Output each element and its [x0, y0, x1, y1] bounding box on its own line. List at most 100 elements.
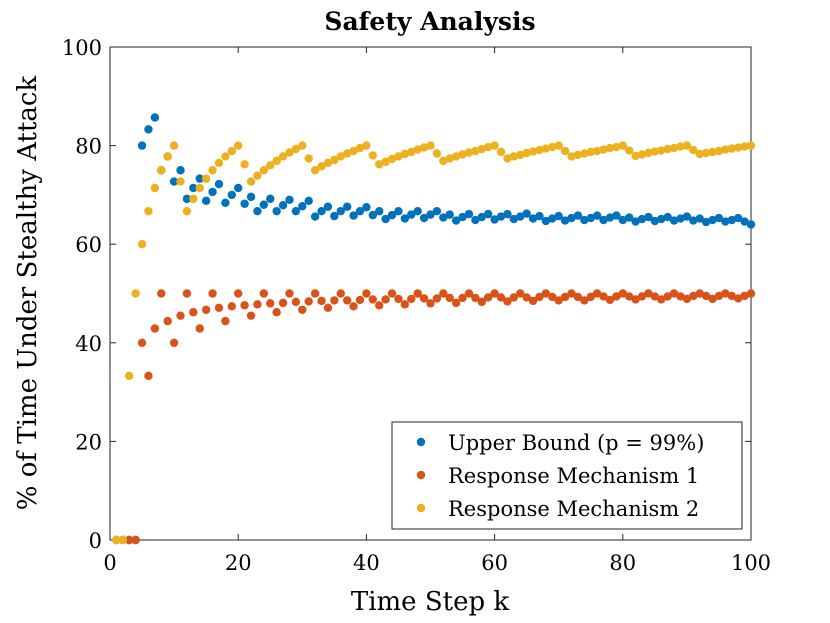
point-upper-bound-p-99 [516, 212, 525, 221]
point-response-mechanism-2 [246, 177, 256, 186]
point-response-mechanism-1 [330, 296, 339, 305]
point-upper-bound-p-99 [490, 215, 499, 224]
point-response-mechanism-2 [323, 158, 333, 168]
point-response-mechanism-2 [490, 141, 499, 150]
point-response-mechanism-2 [195, 183, 204, 193]
point-response-mechanism-2 [285, 148, 294, 157]
x-tick-label: 80 [609, 551, 636, 575]
point-response-mechanism-1 [701, 291, 711, 301]
point-response-mechanism-2 [368, 151, 378, 160]
point-response-mechanism-2 [618, 141, 627, 150]
point-response-mechanism-2 [118, 535, 128, 545]
legend-marker [416, 470, 426, 480]
point-response-mechanism-1 [368, 295, 378, 304]
point-response-mechanism-1 [355, 295, 365, 305]
point-response-mechanism-1 [458, 293, 467, 303]
point-response-mechanism-2 [733, 143, 743, 152]
point-response-mechanism-2 [201, 174, 211, 183]
point-response-mechanism-1 [131, 535, 140, 545]
x-tick-label: 100 [731, 551, 771, 575]
point-response-mechanism-2 [451, 152, 461, 161]
point-response-mechanism-2 [746, 141, 756, 150]
point-upper-bound-p-99 [503, 209, 512, 219]
point-response-mechanism-1 [144, 371, 153, 381]
point-response-mechanism-2 [413, 145, 422, 154]
point-response-mechanism-1 [285, 289, 294, 298]
point-upper-bound-p-99 [144, 125, 153, 134]
point-upper-bound-p-99 [676, 214, 685, 223]
point-response-mechanism-1 [496, 293, 506, 302]
point-response-mechanism-2 [182, 206, 192, 216]
point-response-mechanism-2 [612, 142, 621, 152]
point-response-mechanism-2 [342, 149, 352, 158]
point-upper-bound-p-99 [298, 202, 307, 211]
point-response-mechanism-1 [182, 289, 192, 298]
point-upper-bound-p-99 [368, 210, 378, 220]
point-response-mechanism-2 [740, 142, 749, 151]
point-upper-bound-p-99 [522, 209, 531, 218]
point-response-mechanism-1 [663, 292, 672, 301]
point-response-mechanism-2 [560, 146, 570, 156]
point-response-mechanism-1 [439, 289, 448, 298]
point-response-mechanism-2 [669, 143, 679, 153]
point-response-mechanism-2 [631, 151, 640, 161]
point-response-mechanism-2 [387, 154, 397, 164]
point-response-mechanism-1 [304, 297, 313, 306]
point-upper-bound-p-99 [176, 166, 185, 175]
point-upper-bound-p-99 [419, 213, 429, 223]
point-upper-bound-p-99 [644, 212, 653, 222]
point-upper-bound-p-99 [407, 210, 416, 219]
point-upper-bound-p-99 [189, 183, 198, 193]
point-response-mechanism-1 [432, 294, 442, 303]
point-response-mechanism-1 [483, 293, 493, 302]
point-response-mechanism-1 [214, 303, 224, 312]
x-tick-label: 20 [225, 551, 252, 575]
point-response-mechanism-2 [176, 177, 185, 186]
point-response-mechanism-2 [509, 152, 519, 161]
point-response-mechanism-2 [278, 152, 288, 161]
point-upper-bound-p-99 [227, 190, 236, 200]
y-tick-label: 80 [75, 135, 102, 159]
x-tick-label: 0 [103, 551, 116, 575]
point-response-mechanism-2 [400, 149, 410, 159]
point-response-mechanism-2 [592, 146, 602, 156]
point-response-mechanism-1 [695, 289, 704, 298]
point-upper-bound-p-99 [695, 214, 704, 223]
point-upper-bound-p-99 [592, 211, 602, 220]
point-response-mechanism-2 [477, 144, 486, 154]
legend-label: Response Mechanism 2 [448, 497, 699, 521]
point-response-mechanism-1 [689, 291, 698, 301]
point-upper-bound-p-99 [253, 206, 262, 216]
point-response-mechanism-1 [336, 289, 345, 298]
point-upper-bound-p-99 [573, 211, 583, 220]
point-response-mechanism-1 [503, 297, 512, 306]
point-upper-bound-p-99 [445, 210, 454, 219]
point-response-mechanism-1 [317, 296, 326, 306]
point-response-mechanism-1 [323, 303, 333, 312]
point-response-mechanism-2 [163, 152, 172, 161]
point-upper-bound-p-99 [304, 196, 313, 206]
point-upper-bound-p-99 [483, 209, 493, 219]
point-response-mechanism-1 [163, 316, 172, 326]
point-response-mechanism-1 [682, 294, 692, 304]
point-response-mechanism-2 [112, 535, 121, 545]
point-response-mechanism-1 [631, 295, 640, 304]
point-response-mechanism-2 [298, 141, 307, 150]
point-response-mechanism-1 [605, 295, 615, 305]
point-response-mechanism-2 [208, 166, 217, 175]
point-response-mechanism-2 [240, 160, 249, 169]
point-response-mechanism-1 [349, 302, 358, 311]
point-upper-bound-p-99 [528, 214, 538, 223]
point-upper-bound-p-99 [400, 214, 410, 223]
point-upper-bound-p-99 [439, 213, 448, 222]
point-response-mechanism-1 [195, 324, 204, 333]
point-response-mechanism-2 [586, 147, 595, 157]
point-response-mechanism-1 [535, 292, 544, 302]
point-response-mechanism-2 [227, 146, 236, 156]
point-response-mechanism-2 [426, 141, 435, 150]
point-response-mechanism-2 [689, 145, 698, 155]
point-response-mechanism-2 [714, 146, 724, 156]
point-upper-bound-p-99 [471, 215, 480, 225]
point-response-mechanism-1 [490, 289, 499, 298]
